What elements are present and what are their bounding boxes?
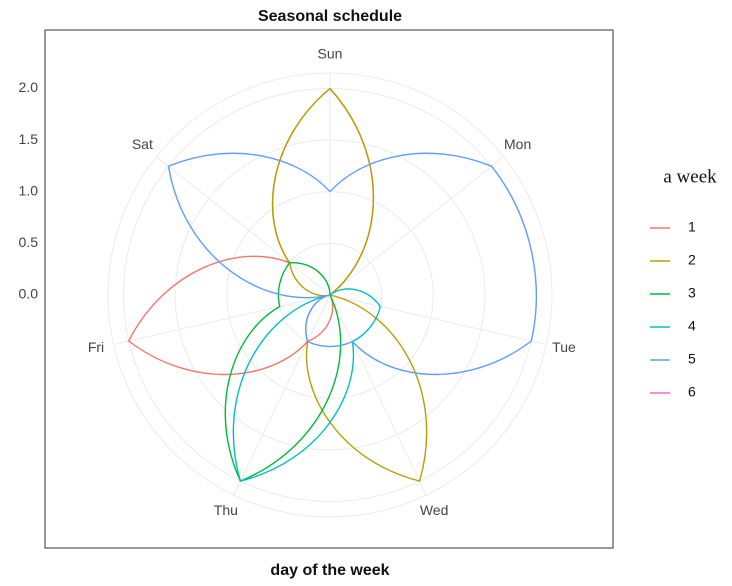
series-line-closing (168, 152, 331, 193)
spoke (113, 294, 331, 345)
spoke (233, 294, 331, 496)
y-tick-label: 2.0 (19, 79, 39, 95)
legend-label: 4 (688, 318, 696, 334)
spoke (329, 294, 427, 496)
panel-border (44, 29, 614, 549)
chart-title: Seasonal schedule (258, 8, 402, 25)
series-line-closing (271, 87, 331, 264)
x-tick-label: Fri (88, 339, 104, 355)
legend-label: 2 (688, 252, 696, 268)
y-tick-label: 1.5 (19, 131, 39, 147)
spoke (156, 156, 331, 296)
x-tick-label: Thu (214, 502, 238, 518)
legend-label: 1 (688, 219, 696, 235)
series-line-closing (271, 87, 331, 264)
x-tick-label: Wed (420, 502, 449, 518)
x-axis-title: day of the week (270, 562, 389, 579)
series-line (167, 152, 537, 376)
legend-label: 6 (688, 384, 696, 400)
x-tick-label: Sun (318, 46, 343, 62)
x-tick-label: Mon (504, 136, 531, 152)
series-line (224, 262, 342, 483)
spoke (329, 294, 547, 345)
y-tick-label: 0.5 (19, 234, 39, 250)
series-line (288, 88, 428, 482)
legend-title: a week (663, 166, 717, 187)
series-line (232, 288, 382, 482)
y-tick-label: 1.0 (19, 182, 39, 198)
grid (107, 72, 553, 518)
x-tick-label: Sat (132, 136, 153, 152)
spoke (329, 156, 504, 296)
legend-label: 3 (688, 285, 696, 301)
series-line-closing (289, 262, 331, 296)
legend-label: 5 (688, 351, 696, 367)
plot-lines (127, 87, 537, 483)
y-tick-label: 0.0 (19, 286, 39, 302)
x-tick-label: Tue (552, 339, 576, 355)
